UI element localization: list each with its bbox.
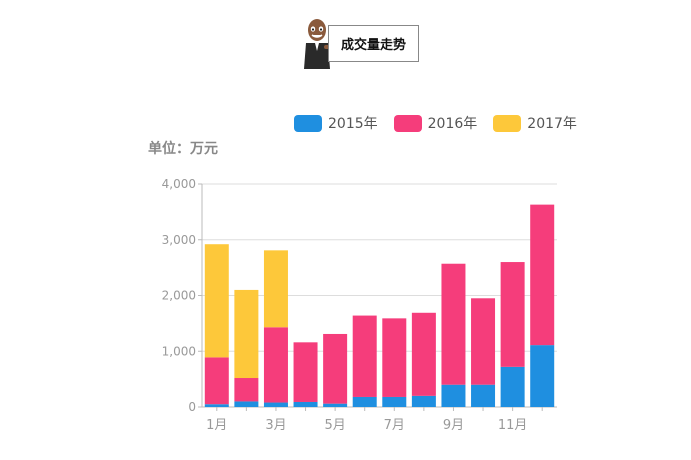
bar-segment — [263, 327, 288, 403]
y-tick-label: 3,000 — [162, 233, 196, 247]
bar-segment — [530, 345, 555, 407]
bar-segment — [411, 312, 436, 396]
y-tick-label: 2,000 — [162, 289, 196, 303]
bar-segment — [441, 263, 466, 385]
y-tick-label: 1,000 — [162, 344, 196, 358]
legend-swatch — [393, 114, 422, 132]
bar-segment — [204, 404, 229, 407]
x-tick-label: 5月 — [324, 418, 345, 433]
x-tick-label: 7月 — [384, 418, 405, 433]
bar-segment — [500, 262, 525, 367]
x-tick-label: 11月 — [498, 418, 528, 433]
bar-segment — [500, 366, 525, 407]
x-tick-label: 1月 — [206, 418, 227, 433]
legend-item: 2016年 — [393, 113, 478, 133]
bar-segment — [293, 342, 318, 402]
bar-segment — [441, 384, 466, 407]
bar-segment — [234, 378, 259, 402]
bar-segment — [263, 402, 288, 407]
bar-segment — [234, 289, 259, 379]
bar-segment — [471, 298, 496, 385]
legend-label: 2017年 — [527, 116, 577, 132]
bar-segment — [204, 244, 229, 358]
legend: 2015年 2016年 2017年 — [294, 112, 593, 134]
y-axis-unit-label: 单位：万元 — [148, 141, 218, 157]
bar-segment — [204, 357, 229, 405]
legend-swatch — [493, 114, 522, 132]
bar-segment — [323, 333, 348, 404]
x-tick-label: 3月 — [265, 418, 286, 433]
x-tick-label: 9月 — [443, 418, 464, 433]
bar-segment — [411, 395, 436, 407]
bar-segment — [234, 401, 259, 407]
bar-segment — [382, 318, 407, 397]
chart-title-banner: 成交量走势 — [300, 17, 425, 69]
bar-segment — [382, 396, 407, 407]
bar-segment — [530, 204, 555, 346]
legend-label: 2015年 — [328, 116, 378, 132]
legend-swatch — [294, 114, 322, 132]
y-tick-label: 4,000 — [162, 177, 196, 191]
legend-item: 2017年 — [493, 113, 577, 133]
bar-segment — [323, 403, 348, 407]
bar-segment — [263, 250, 288, 328]
legend-item: 2015年 — [294, 113, 378, 133]
y-tick-label: 0 — [188, 400, 196, 414]
chart-title: 成交量走势 — [328, 25, 419, 62]
bar-segment — [471, 384, 496, 407]
bar-segment — [293, 401, 318, 407]
bar-segment — [352, 315, 377, 397]
legend-label: 2016年 — [427, 116, 478, 132]
bar-segment — [352, 396, 377, 407]
